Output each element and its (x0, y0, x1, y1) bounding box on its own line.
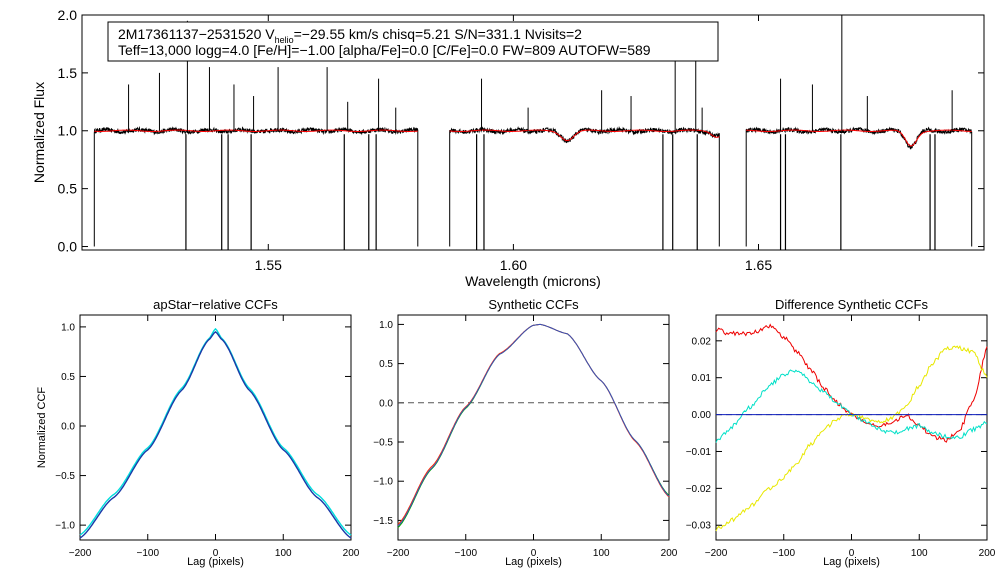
y-tick-label: 0.02 (692, 336, 712, 347)
y-tick-label: 2.0 (58, 7, 78, 23)
x-tick-label: 200 (979, 548, 996, 559)
y-tick-label: 1.0 (58, 123, 78, 139)
x-tick-label: −100 (454, 548, 477, 559)
y-tick-label: 1.0 (379, 320, 393, 331)
y-tick-label: −0.02 (686, 484, 712, 495)
model-spectrum-line (94, 129, 972, 147)
y-axis-label: Normalized CCF (36, 387, 48, 469)
x-tick-label: 0 (531, 548, 537, 559)
ccf-series-line (715, 345, 988, 532)
x-tick-label: 100 (275, 548, 292, 559)
y-tick-label: 0.0 (58, 238, 78, 254)
info-line-2: Teff=13,000 logg=4.0 [Fe/H]=−1.00 [alpha… (118, 42, 651, 58)
y-axis-label: Normalized Flux (31, 82, 47, 183)
x-tick-label: 100 (911, 548, 928, 559)
y-tick-label: 0.5 (61, 372, 75, 383)
spectrum-panel: 1.55 1.60 1.65 0.0 0.5 1.0 1.5 2.0 Wavelength (m… (31, 7, 985, 289)
chart-title: apStar−relative CCFs (153, 297, 278, 312)
y-tick-label: −1.5 (373, 516, 393, 527)
x-axis-label: Lag (pixels) (505, 556, 562, 568)
x-tick-label: −200 (69, 548, 92, 559)
y-tick-label: 1.0 (61, 322, 75, 333)
y-tick-label: 0.0 (61, 422, 75, 433)
x-tick-label: 200 (661, 548, 678, 559)
x-tick-label: 1.60 (500, 257, 527, 273)
x-tick-label: 200 (343, 548, 360, 559)
info-box (107, 21, 719, 62)
x-axis-label: Lag (pixels) (187, 556, 244, 568)
y-tick-label: 1.5 (58, 65, 78, 81)
y-tick-label: −0.5 (373, 438, 393, 449)
x-tick-label: −100 (772, 548, 795, 559)
x-tick-label: −200 (705, 548, 728, 559)
y-tick-label: 0.0 (379, 398, 393, 409)
x-tick-label: 100 (593, 548, 610, 559)
chart-title: Difference Synthetic CCFs (775, 297, 928, 312)
y-tick-label: 0.5 (379, 359, 393, 370)
ccf-series-line (79, 327, 352, 536)
x-tick-label: −200 (387, 548, 410, 559)
x-tick-label: 1.55 (255, 257, 282, 273)
x-tick-label: −100 (136, 548, 159, 559)
synthetic-ccf-panel: −200 −100 0 100 200 −1.5 −1.0 −0.5 0.0 0.5 1.0 Synt… (373, 297, 678, 568)
y-tick-label: −0.03 (686, 521, 712, 532)
x-axis-label: Lag (pixels) (823, 556, 880, 568)
x-tick-label: 0 (849, 548, 855, 559)
y-tick-label: −1.0 (55, 521, 75, 532)
ccf-series-line (397, 323, 670, 527)
y-tick-label: −0.5 (55, 471, 75, 482)
plot-frame (81, 14, 985, 251)
x-tick-label: 0 (213, 548, 219, 559)
x-axis-label: Wavelength (microns) (465, 273, 601, 289)
y-tick-label: −1.0 (373, 477, 393, 488)
y-tick-label: −0.01 (686, 447, 712, 458)
y-tick-label: 0.5 (58, 181, 78, 197)
difference-ccf-panel: −200 −100 0 100 200 −0.03 −0.02 −0.01 0.00 0.01 0.… (686, 297, 996, 568)
y-tick-label: 0.01 (692, 373, 712, 384)
x-tick-label: 1.65 (745, 257, 772, 273)
chart-title: Synthetic CCFs (488, 297, 579, 312)
apstar-ccf-panel: −200 −100 0 100 200 −1.0 −0.5 0.0 0.5 1.0 apStar−r… (36, 297, 360, 568)
ccf-series-line (715, 323, 988, 443)
ccf-series-line (79, 330, 352, 539)
y-tick-label: 0.00 (692, 410, 712, 421)
info-line-1: 2M17361137−2531520 Vhelio=−29.55 km/s ch… (118, 26, 582, 45)
